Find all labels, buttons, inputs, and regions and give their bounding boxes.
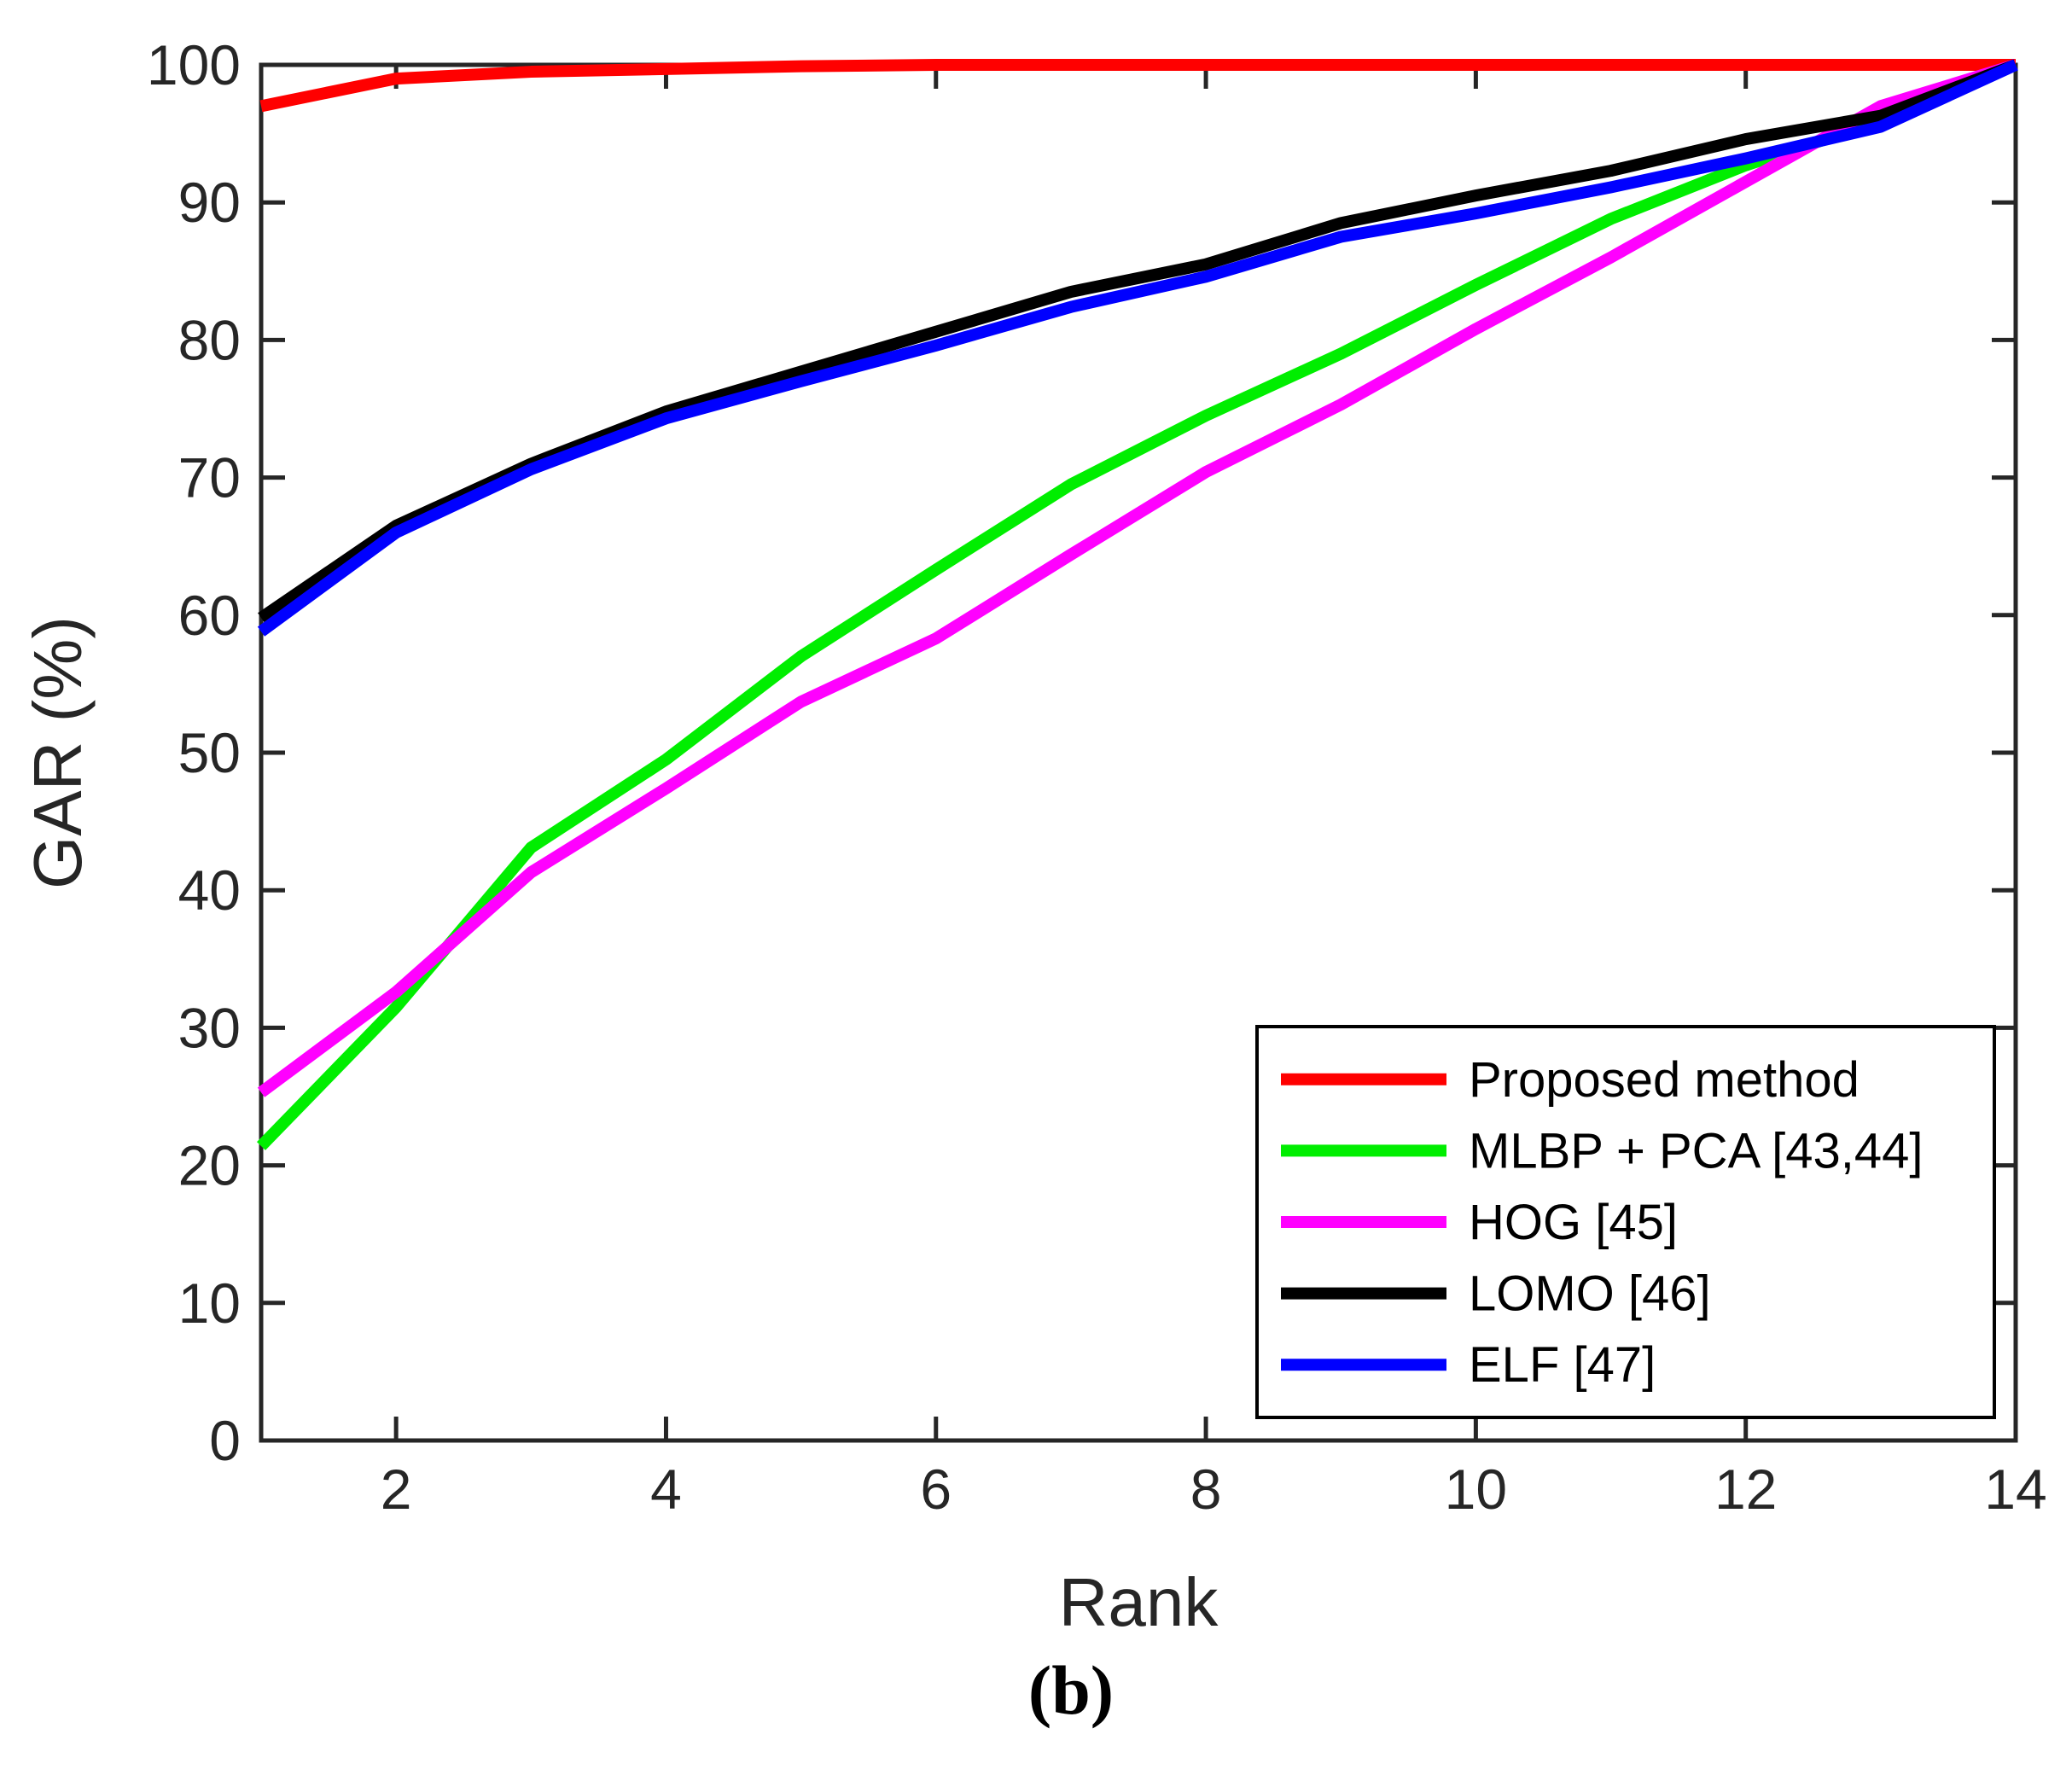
y-axis-label: GAR (%)	[20, 616, 96, 889]
x-axis-label: Rank	[1059, 1564, 1219, 1640]
y-tick-label: 60	[178, 584, 241, 647]
x-tick-label: 4	[650, 1458, 682, 1521]
x-tick-label: 12	[1714, 1458, 1777, 1521]
series-line-mlbp-pca-43-44	[256, 59, 2018, 1150]
y-tick-label: 90	[178, 171, 241, 234]
legend-label-elf-47: ELF [47]	[1469, 1337, 1656, 1393]
x-tick-label: 14	[1984, 1458, 2046, 1521]
figure-caption: (b)	[1028, 1651, 1114, 1729]
x-tick-label: 6	[920, 1458, 952, 1521]
series-line-elf-47	[257, 59, 2018, 637]
y-tick-label: 0	[209, 1409, 241, 1472]
legend-label-hog-45: HOG [45]	[1469, 1195, 1678, 1250]
series-line-hog-45	[257, 59, 2018, 1097]
y-tick-label: 30	[178, 996, 241, 1059]
y-tick-label: 70	[178, 446, 241, 509]
x-tick-label: 8	[1190, 1458, 1222, 1521]
axis-tick-labels: 2 4 6 8 10 12 14 0 10 20 30 40 50 60 70 80 90 100	[147, 33, 2047, 1521]
y-tick-label: 10	[178, 1272, 241, 1335]
legend: Proposed method MLBP + PCA [43,44] HOG [45…	[1255, 1025, 1996, 1419]
series-line-proposed-method	[259, 59, 2016, 113]
x-tick-label: 10	[1445, 1458, 1507, 1521]
legend-label-proposed-method: Proposed method	[1469, 1052, 1860, 1108]
y-tick-label: 50	[178, 721, 241, 784]
x-tick-label: 2	[381, 1458, 412, 1521]
y-tick-label: 40	[178, 858, 241, 922]
legend-label-mlbp-pca-43-44: MLBP + PCA [43,44]	[1469, 1123, 1924, 1178]
y-tick-label: 80	[178, 308, 241, 371]
y-tick-label: 20	[178, 1134, 241, 1197]
series-line-lomo-46	[258, 59, 2018, 623]
legend-label-lomo-46: LOMO [46]	[1469, 1266, 1711, 1322]
data-series	[256, 59, 2018, 1150]
y-tick-label: 100	[147, 33, 241, 96]
